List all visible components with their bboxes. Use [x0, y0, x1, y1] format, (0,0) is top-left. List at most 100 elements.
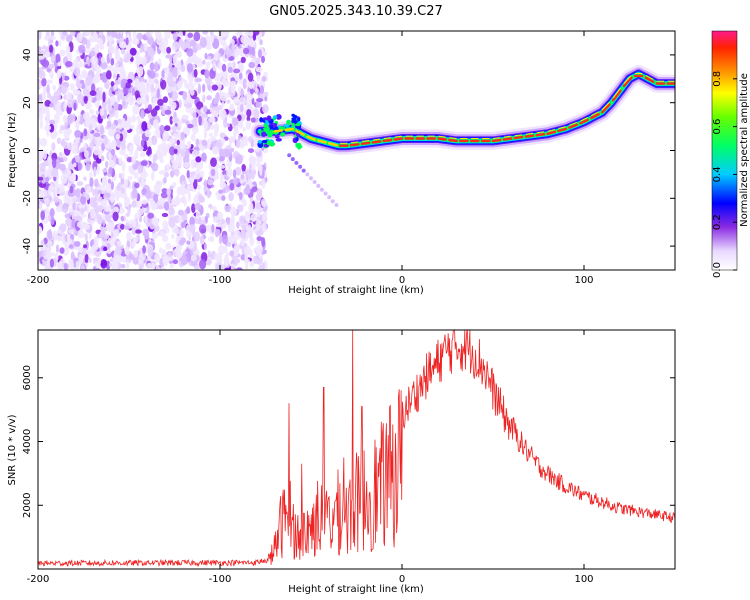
noise-blob: [159, 158, 164, 163]
noise-blob: [132, 225, 136, 236]
noise-blob: [81, 246, 87, 256]
noise-blob: [180, 131, 185, 141]
noise-blob: [71, 148, 78, 154]
noise-blob: [212, 38, 220, 50]
noise-blob: [131, 200, 137, 208]
noise-blob: [175, 227, 179, 236]
noise-blob: [177, 67, 181, 76]
ridge-core-dash: [295, 129, 305, 136]
noise-blob: [173, 148, 178, 154]
noise-blob: [241, 199, 247, 207]
noise-blob: [83, 96, 88, 104]
noise-blob: [91, 77, 98, 85]
noise-blob: [249, 197, 254, 203]
noise-blob: [44, 176, 50, 183]
noise-blob: [213, 130, 218, 137]
noise-blob: [160, 191, 168, 199]
spectrogram-ridge: [251, 65, 675, 207]
noise-blob: [199, 235, 205, 245]
noise-blob: [119, 42, 127, 48]
noise-blob: [248, 38, 256, 48]
noise-blob: [47, 240, 53, 247]
noise-blob: [38, 182, 47, 188]
noise-blob: [74, 215, 81, 221]
noise-blob: [227, 66, 233, 73]
noise-blob: [80, 79, 85, 84]
spectrogram-ylabel: Frequency (Hz): [7, 112, 18, 188]
noise-blob: [44, 52, 52, 56]
noise-blob: [42, 150, 47, 160]
noise-blob: [162, 220, 169, 231]
ridge-tail-blob: [316, 183, 321, 188]
noise-blob: [182, 31, 186, 36]
noise-blob: [75, 123, 80, 132]
noise-blob: [162, 96, 168, 103]
noise-blob: [261, 76, 267, 82]
noise-blob: [186, 240, 191, 245]
noise-blob: [108, 159, 115, 168]
ridge-core-highlight: [514, 134, 523, 137]
ridge-blob: [262, 117, 268, 121]
spectrogram-ytick-label-1: -20: [22, 190, 33, 206]
noise-blob: [126, 156, 133, 162]
noise-blob: [123, 202, 130, 208]
noise-blob: [160, 79, 167, 90]
ridge-blob: [269, 129, 275, 135]
noise-blob: [80, 113, 84, 125]
noise-blob: [92, 243, 99, 251]
noise-blob: [55, 244, 60, 253]
noise-blob: [187, 123, 194, 129]
noise-blob: [134, 229, 142, 234]
noise-blob: [77, 162, 82, 171]
noise-blob: [218, 234, 223, 245]
noise-blob: [194, 203, 202, 210]
noise-blob: [49, 208, 55, 218]
noise-blob: [83, 176, 87, 181]
noise-blob: [50, 35, 56, 41]
noise-blob: [42, 260, 47, 266]
noise-blob: [76, 32, 83, 43]
noise-blob: [154, 78, 159, 85]
noise-blob: [97, 37, 104, 47]
noise-blob: [262, 104, 269, 114]
ridge-tail-blob: [287, 153, 292, 158]
noise-blob: [69, 206, 73, 216]
noise-blob: [222, 41, 227, 51]
noise-blob: [207, 84, 211, 91]
noise-blob: [49, 103, 55, 108]
noise-blob: [186, 184, 192, 192]
ridge-blob: [269, 124, 274, 130]
noise-blob: [101, 155, 105, 162]
noise-blob: [41, 45, 47, 50]
colorbar-tick-label-0: 0.0: [712, 262, 723, 278]
noise-blob: [63, 262, 68, 270]
noise-blob: [179, 141, 186, 150]
noise-blob: [67, 234, 70, 243]
noise-blob: [223, 118, 228, 128]
colorbar-tick-label-1: 0.2: [712, 214, 723, 230]
noise-blob: [147, 47, 155, 57]
noise-blob: [253, 256, 259, 264]
noise-blob: [256, 209, 261, 219]
noise-blob: [145, 32, 151, 37]
noise-blob: [163, 177, 167, 184]
noise-blob: [185, 120, 190, 126]
noise-blob: [263, 91, 269, 97]
ridge-core-dash: [557, 127, 567, 133]
noise-blob: [40, 188, 48, 198]
noise-blob: [121, 143, 127, 150]
noise-blob: [259, 39, 263, 46]
spectrogram-xtick-label-3: 100: [574, 275, 593, 286]
noise-blob: [250, 117, 256, 123]
noise-blob: [176, 81, 183, 89]
noise-blob: [110, 58, 115, 66]
noise-blob: [60, 182, 65, 193]
noise-blob: [189, 176, 195, 184]
noise-blob: [130, 240, 136, 248]
noise-blob: [176, 244, 181, 250]
noise-blob: [190, 88, 195, 96]
noise-blob: [255, 244, 263, 256]
noise-blob: [65, 61, 73, 68]
noise-blob: [204, 120, 208, 130]
noise-blob: [257, 164, 263, 172]
